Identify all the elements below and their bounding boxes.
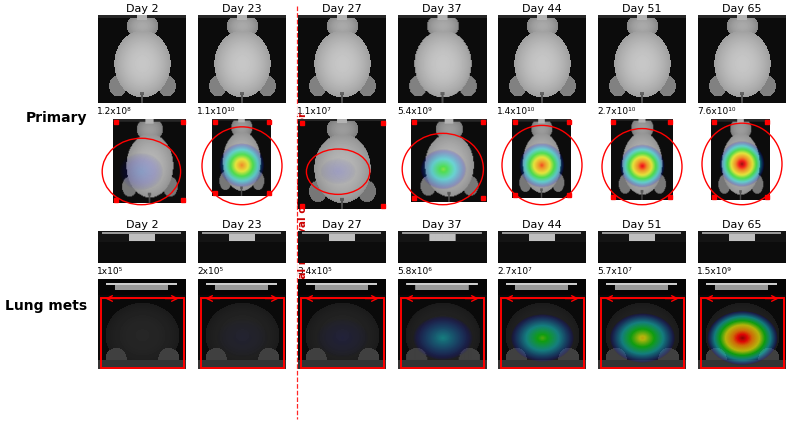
Text: Day 27: Day 27 [322,4,362,14]
Text: 5.4x10⁹: 5.4x10⁹ [397,107,432,116]
Text: Lung mets: Lung mets [5,298,87,312]
Text: 3.4x10⁵: 3.4x10⁵ [297,266,332,275]
Text: Primary: Primary [26,111,87,125]
Text: 1.1x10¹⁰: 1.1x10¹⁰ [197,107,235,116]
Text: Day 23: Day 23 [222,219,262,230]
Bar [201,298,283,368]
Text: Day 23: Day 23 [222,4,262,14]
Text: 1.5x10⁹: 1.5x10⁹ [697,266,732,275]
Text: 1.2x10⁸: 1.2x10⁸ [97,107,132,116]
Text: Day 2: Day 2 [126,219,158,230]
Bar [501,298,583,368]
Text: Day 51: Day 51 [622,219,662,230]
Bar [401,298,483,368]
Text: Day 44: Day 44 [522,219,562,230]
Text: 2.7x10¹⁰: 2.7x10¹⁰ [597,107,635,116]
Text: 5.8x10⁶: 5.8x10⁶ [397,266,432,275]
Text: Day 44: Day 44 [522,4,562,14]
Text: Day 51: Day 51 [622,4,662,14]
Bar [601,298,683,368]
Text: 2.7x10⁷: 2.7x10⁷ [497,266,532,275]
Text: Day 65: Day 65 [722,219,762,230]
Bar [301,298,383,368]
Text: 1.1x10⁷: 1.1x10⁷ [297,107,332,116]
Bar [101,298,183,368]
Text: Day 37: Day 37 [422,4,462,14]
Text: 2x10⁵: 2x10⁵ [197,266,223,275]
Text: Day 65: Day 65 [722,4,762,14]
Text: 1.4x10¹⁰: 1.4x10¹⁰ [497,107,535,116]
Text: Surgical removal of primary tumor: Surgical removal of primary tumor [298,111,308,315]
Text: Day 2: Day 2 [126,4,158,14]
Text: Day 27: Day 27 [322,219,362,230]
Text: 5.7x10⁷: 5.7x10⁷ [597,266,632,275]
Text: 1x10⁵: 1x10⁵ [97,266,123,275]
Text: 7.6x10¹⁰: 7.6x10¹⁰ [697,107,735,116]
Text: Day 37: Day 37 [422,219,462,230]
Bar [701,298,783,368]
